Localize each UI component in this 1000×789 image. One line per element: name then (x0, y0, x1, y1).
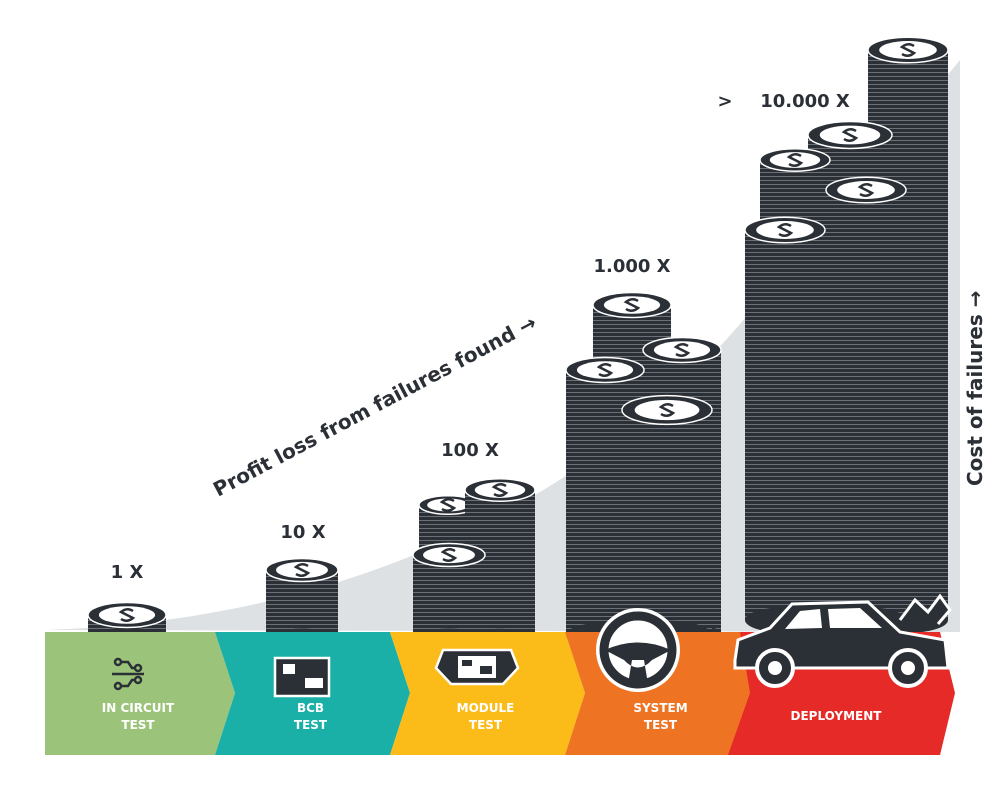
stage-label: TEST (121, 718, 155, 732)
coin-symbol (673, 343, 691, 357)
stage-multiplier: 10 X (280, 522, 325, 543)
coin-stack (621, 394, 713, 650)
coin-stack-body (413, 555, 485, 640)
coin-symbol (439, 498, 457, 512)
coin-stack (825, 176, 907, 633)
coin-symbol (440, 548, 458, 562)
steering-wheel-icon (596, 608, 680, 692)
module-icon (434, 648, 520, 686)
coin-symbol (491, 483, 509, 497)
stage-label: TEST (644, 718, 678, 732)
stage-label: DEPLOYMENT (790, 709, 882, 723)
stage-band (45, 632, 235, 755)
stage-multiplier: 100 X (441, 440, 499, 461)
coin-stack-body (826, 190, 906, 620)
cost-curve-area (45, 60, 960, 632)
stage-label: TEST (294, 718, 328, 732)
stage-multiplier: 10.000 X (760, 91, 850, 112)
coin-symbol (776, 223, 794, 237)
coin-symbol (293, 563, 311, 577)
multiplier-prefix: > (717, 91, 732, 112)
coin-symbol (118, 608, 136, 622)
stage-multiplier: 1 X (111, 562, 144, 583)
stage-label: IN CIRCUIT (102, 701, 175, 715)
circuit-icon (112, 657, 144, 691)
stage-label: BCB (297, 701, 324, 715)
coin-stack (744, 216, 826, 633)
stage-icons (112, 593, 952, 698)
board-icon (273, 656, 331, 698)
stage-label: SYSTEM (633, 701, 687, 715)
car-icon (733, 593, 952, 688)
stage-multiplier: 1.000 X (593, 256, 670, 277)
coin-stack-body (745, 230, 825, 620)
coin-stack-body (622, 410, 712, 635)
coin-symbol (857, 183, 875, 197)
coin-symbol (658, 403, 676, 417)
coin-symbol (623, 298, 641, 312)
profit-loss-annotation: Profit loss from failures found → (209, 310, 540, 501)
coin-symbol (786, 153, 804, 167)
stage-label: TEST (469, 718, 503, 732)
coin-symbol (841, 128, 859, 142)
coin-stacks (87, 36, 949, 653)
stage-label: MODULE (457, 701, 515, 715)
coin-symbol (899, 43, 917, 57)
cost-annotation: Cost of failures → (963, 291, 987, 486)
coin-symbol (596, 363, 614, 377)
